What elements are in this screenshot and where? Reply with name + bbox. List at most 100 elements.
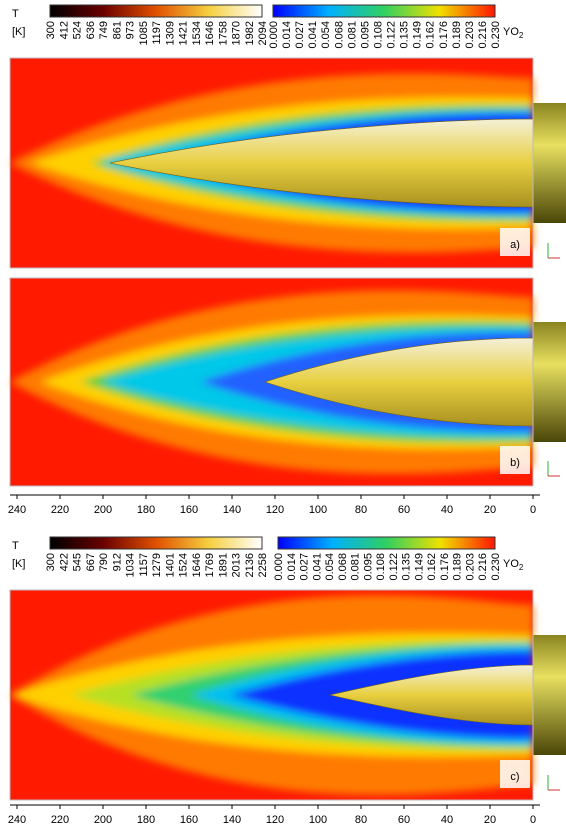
legend-title-text: YO: [503, 26, 519, 38]
legend-title: YO2: [503, 26, 524, 40]
panel-label: c): [510, 771, 519, 783]
colorbar-tick-label: 1891: [217, 553, 229, 577]
panel-border: [9, 589, 534, 801]
colorbar-tick-label: 0.081: [350, 553, 362, 581]
legend-title: T: [12, 540, 19, 552]
legend-unit: [K]: [12, 558, 25, 570]
axis-tick-label: 180: [137, 814, 155, 826]
colorbar-tick-label: 667: [85, 553, 97, 571]
axis-tick-label: 100: [309, 504, 327, 516]
colorbar-tick-label: 2136: [244, 553, 256, 577]
colorbar-tick-label: 1524: [178, 553, 190, 577]
colorbar: [277, 536, 496, 550]
axis-tick-label: 140: [223, 504, 241, 516]
panel-border: [9, 57, 534, 269]
colorbar-tick-label: 0.162: [425, 21, 437, 49]
colorbar-tick-label: 0.203: [464, 553, 476, 581]
colorbar-tick-label: 0.041: [311, 553, 323, 581]
nozzle: [533, 635, 566, 755]
colorbar-tick-label: 1279: [151, 553, 163, 577]
colorbar-tick-label: 0.135: [401, 553, 413, 581]
colorbar-tick-label: 1421: [178, 21, 190, 45]
colorbar-tick-label: 1534: [191, 21, 203, 45]
colorbar-tick-label: 0.122: [388, 553, 400, 581]
axis-tick-label: 20: [484, 504, 496, 516]
axis-tick-label: 220: [51, 504, 69, 516]
axis-tick-label: 200: [94, 814, 112, 826]
axis-tick-label: 160: [180, 814, 198, 826]
colorbar-tick-label: 0.095: [359, 21, 371, 49]
colorbar-tick-label: 0.149: [413, 553, 425, 581]
colorbar-tick-label: 0.149: [412, 21, 424, 49]
axis-tick-label: 60: [398, 504, 410, 516]
axis-tick-label: 180: [137, 504, 155, 516]
axis-tick-label: 0: [530, 504, 536, 516]
colorbar-tick-label: 0.014: [286, 553, 298, 581]
colorbar-tick-label: 790: [98, 553, 110, 571]
colorbar-tick-label: 412: [58, 21, 70, 39]
panel-label-box: [500, 228, 530, 256]
colorbar-tick-label: 300: [45, 553, 57, 571]
colorbar-tick-label: 0.176: [438, 21, 450, 49]
colorbar-tick-label: 0.203: [464, 21, 476, 49]
colorbar-tick-label: 0.135: [399, 21, 411, 49]
contour-panel: b): [9, 277, 566, 487]
colorbar-tick-label: 0.095: [362, 553, 374, 581]
colorbar-tick-label: 422: [58, 553, 70, 571]
panel-border: [9, 277, 534, 487]
colorbar-tick-label: 1870: [231, 21, 243, 45]
colorbar-tick-label: 2013: [231, 553, 243, 577]
axis-tick-label: 40: [441, 814, 453, 826]
colorbar-tick-label: 0.189: [451, 21, 463, 49]
colorbar-tick-label: 1034: [125, 553, 137, 577]
colorbar-tick-label: 0.230: [490, 553, 502, 581]
colorbar-tick-label: 0.081: [346, 21, 358, 49]
colorbar-tick-label: 912: [111, 553, 123, 571]
panel-label: b): [510, 457, 520, 469]
axis-tick-label: 0: [530, 814, 536, 826]
colorbar-tick-label: 0.000: [268, 21, 280, 49]
colorbar-tick-label: 0.189: [452, 553, 464, 581]
colorbar: [272, 4, 496, 18]
colorbar-tick-label: 0.122: [386, 21, 398, 49]
colorbar-tick-label: 0.216: [477, 21, 489, 49]
colorbar: [49, 536, 263, 550]
colorbar-tick-label: 1197: [151, 21, 163, 45]
colorbar-tick-label: 0.054: [320, 21, 332, 49]
axis-tick-label: 120: [266, 504, 284, 516]
legend-subscript: 2: [519, 31, 524, 40]
axis-tick-label: 80: [355, 504, 367, 516]
colorbar-tick-label: 2094: [257, 21, 269, 45]
colorbar-tick-label: 0.027: [294, 21, 306, 49]
axis-tick-label: 240: [8, 504, 26, 516]
colorbar-tick-label: 0.014: [281, 21, 293, 49]
contour-panel: a): [9, 57, 566, 269]
colorbar-tick-label: 300: [45, 21, 57, 39]
colorbar-tick-label: 0.108: [372, 21, 384, 49]
colorbar-tick-label: 1401: [164, 553, 176, 577]
colorbar-tick-label: 1085: [138, 21, 150, 45]
colorbar: [49, 4, 263, 18]
legend-subscript: 2: [519, 563, 524, 572]
axis-tick-label: 200: [94, 504, 112, 516]
axis-tick-label: 220: [51, 814, 69, 826]
colorbar-tick-label: 861: [111, 21, 123, 39]
axis-tick-label: 240: [8, 814, 26, 826]
panel-label: a): [510, 239, 520, 251]
colorbar-tick-label: 1309: [164, 21, 176, 45]
colorbar-tick-label: 0.230: [490, 21, 502, 49]
colorbar-tick-label: 0.176: [439, 553, 451, 581]
axis-tick-label: 140: [223, 814, 241, 826]
axis-tick-label: 40: [441, 504, 453, 516]
legend-unit: [K]: [12, 26, 25, 38]
axis-tick-label: 100: [309, 814, 327, 826]
colorbar-tick-label: 0.027: [299, 553, 311, 581]
legend-title: T: [12, 8, 19, 20]
colorbar-tick-label: 0.216: [477, 553, 489, 581]
colorbar-tick-label: 545: [72, 553, 84, 571]
colorbar-tick-label: 973: [125, 21, 137, 39]
axis-tick-label: 80: [355, 814, 367, 826]
colorbar-tick-label: 636: [85, 21, 97, 39]
colorbar-tick-label: 0.041: [307, 21, 319, 49]
